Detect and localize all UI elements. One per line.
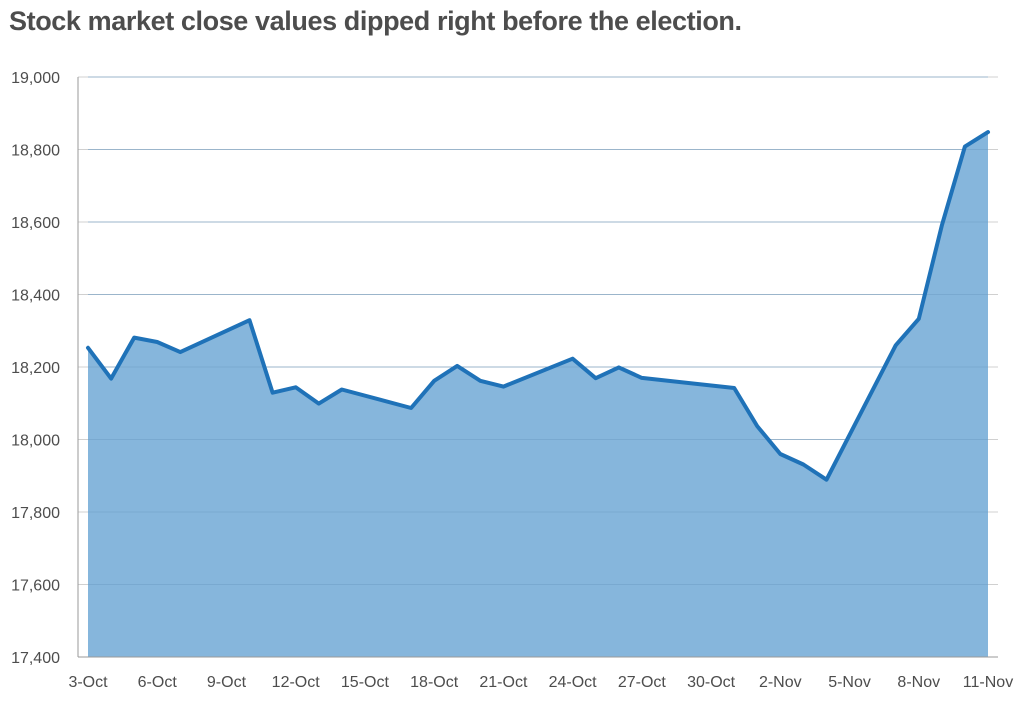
x-tick-label: 18-Oct [410, 674, 459, 691]
x-tick-label: 3-Oct [68, 674, 108, 691]
area-series [86, 76, 990, 658]
chart-title: Stock market close values dipped right b… [9, 6, 742, 36]
y-tick-label: 18,800 [11, 143, 60, 160]
x-tick-label: 11-Nov [963, 674, 1013, 691]
x-tick-label: 2-Nov [759, 674, 802, 691]
x-tick-label: 21-Oct [479, 674, 528, 691]
y-tick-label: 18,000 [11, 433, 60, 450]
y-tick-label: 17,800 [11, 505, 60, 522]
x-tick-label: 12-Oct [272, 674, 321, 691]
x-tick-label: 30-Oct [687, 674, 736, 691]
x-tick-label: 6-Oct [138, 674, 178, 691]
x-tick-label: 9-Oct [207, 674, 247, 691]
y-tick-label: 17,400 [11, 650, 60, 667]
x-tick-label: 5-Nov [828, 674, 871, 691]
y-tick-label: 19,000 [11, 70, 60, 87]
x-tick-label: 8-Nov [897, 674, 940, 691]
y-tick-label: 18,600 [11, 215, 60, 232]
x-tick-label: 27-Oct [618, 674, 667, 691]
x-tick-label: 15-Oct [341, 674, 390, 691]
x-tick-label: 24-Oct [549, 674, 598, 691]
y-tick-label: 18,200 [11, 360, 60, 377]
area-fill [88, 132, 988, 658]
y-tick-label: 18,400 [11, 288, 60, 305]
x-axis-tick-labels: 3-Oct 6-Oct 9-Oct 12-Oct 15-Oct 18-Oct 21-Oct 2… [68, 674, 1013, 691]
axes [77, 77, 998, 658]
y-axis-tick-labels: 17,400 17,600 17,800 18,000 18,200 18,400 18,6… [11, 70, 60, 667]
y-tick-label: 17,600 [11, 578, 60, 595]
